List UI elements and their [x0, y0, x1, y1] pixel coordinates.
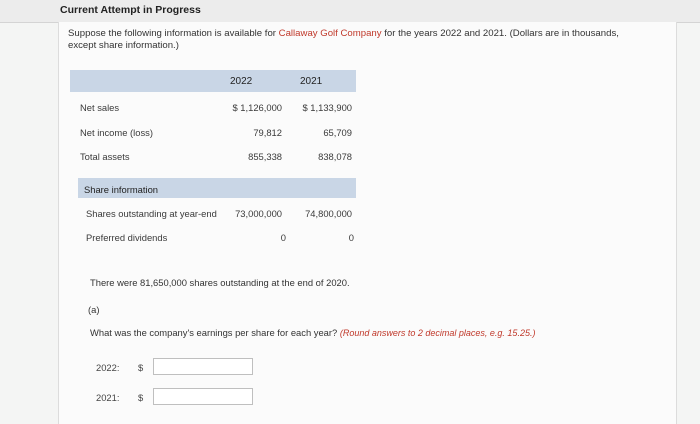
answer-year-label-2021: 2021: [96, 392, 120, 403]
shares-outstanding-2022: 73,000,000 [235, 208, 282, 219]
answer-currency-2021: $ [138, 392, 144, 403]
eps-2022-input[interactable] [153, 358, 253, 375]
row-label-net-sales: Net sales [80, 102, 120, 113]
attempt-status-title: Current Attempt in Progress [60, 4, 201, 16]
net-sales-2022: $ 1,126,000 [232, 102, 282, 113]
row-label-preferred-dividends: Preferred dividends [86, 232, 168, 243]
row-label-total-assets: Total assets [80, 151, 130, 162]
total-assets-2022: 855,338 [248, 151, 282, 162]
net-income-2021: 65,709 [323, 127, 352, 138]
net-sales-2021: $ 1,133,900 [302, 102, 352, 113]
net-income-2022: 79,812 [253, 127, 282, 138]
column-header-2022: 2022 [230, 76, 253, 87]
part-label: (a) [88, 304, 100, 315]
row-label-net-income: Net income (loss) [80, 127, 153, 138]
share-info-header-bar [78, 178, 356, 198]
attempt-banner: Current Attempt in Progress [0, 0, 700, 23]
shares-2020-note: There were 81,650,000 shares outstanding… [90, 277, 350, 288]
column-header-2021: 2021 [300, 76, 323, 87]
share-info-header: Share information [84, 184, 158, 195]
answer-year-label-2022: 2022: [96, 362, 120, 373]
question-prompt: What was the company's earnings per shar… [90, 327, 340, 338]
table-header-bar [70, 70, 356, 92]
problem-statement: Suppose the following information is ava… [68, 28, 638, 52]
preferred-dividends-2021: 0 [348, 232, 354, 243]
total-assets-2021: 838,078 [318, 151, 352, 162]
shares-outstanding-2021: 74,800,000 [305, 208, 352, 219]
rounding-instruction: (Round answers to 2 decimal places, e.g.… [339, 328, 536, 338]
intro-text-after: for the years 2022 and 2021. (Dollars ar… [68, 28, 619, 51]
company-name: Callaway Golf Company [278, 28, 382, 39]
intro-text-before: Suppose the following information is ava… [68, 28, 279, 39]
preferred-dividends-2022: 0 [280, 232, 286, 243]
eps-2021-input[interactable] [153, 388, 253, 405]
answer-currency-2022: $ [138, 362, 144, 373]
question-text: What was the company's earnings per shar… [90, 327, 535, 338]
row-label-shares-outstanding: Shares outstanding at year-end [86, 208, 217, 219]
